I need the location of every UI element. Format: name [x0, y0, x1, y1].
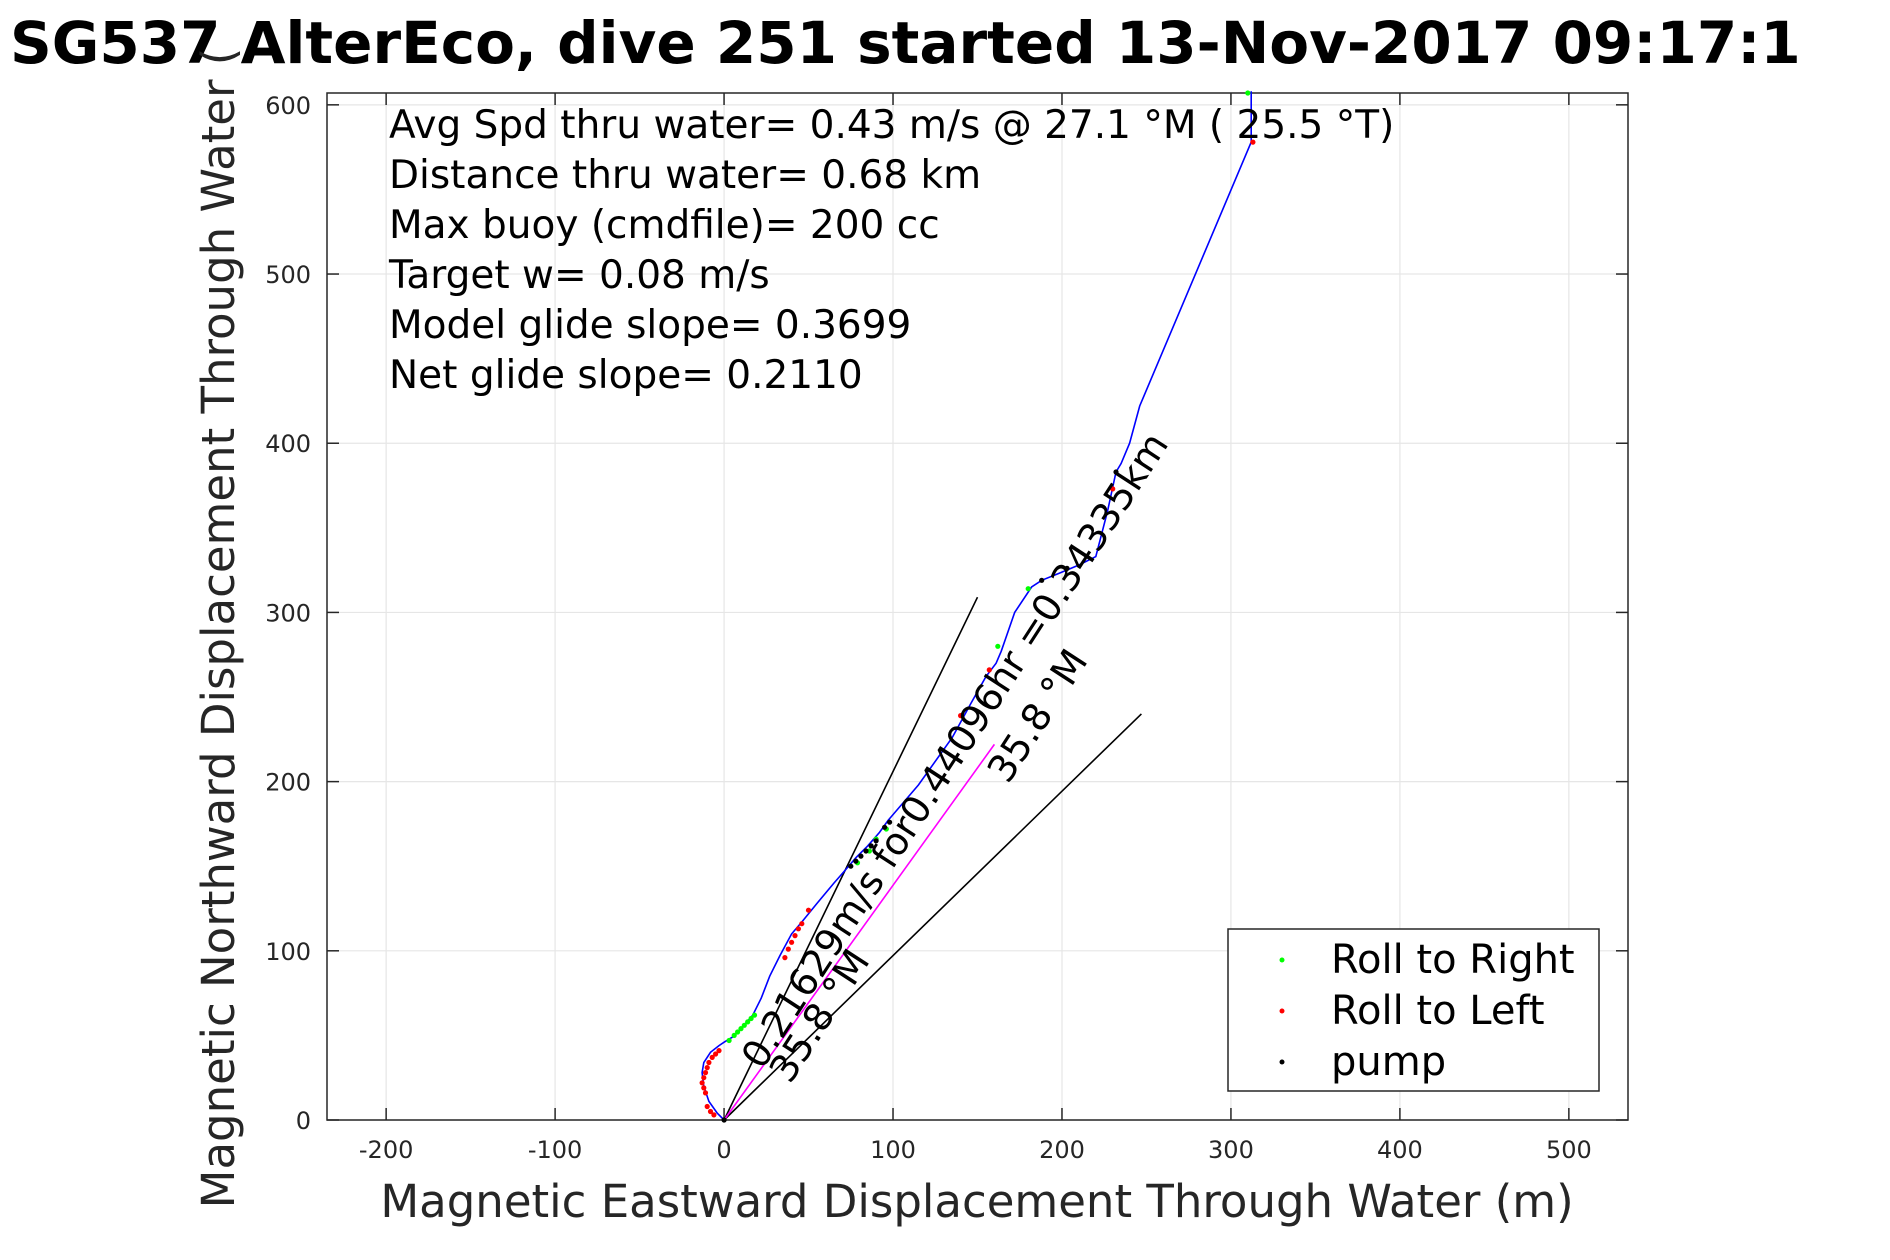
- legend-label-roll-left: Roll to Left: [1331, 988, 1545, 1034]
- cone-line-2: [723, 713, 1142, 1121]
- pump-point: [1064, 565, 1070, 572]
- roll-left-point: [711, 1112, 717, 1118]
- legend: Roll to Right Roll to Left pump: [1227, 928, 1600, 1092]
- roll-right-point: [731, 1032, 737, 1038]
- pump-point: [853, 858, 859, 864]
- legend-marker-roll-right: [1279, 957, 1285, 963]
- roll-left-point: [702, 1090, 709, 1096]
- roll-right-point: [751, 1012, 758, 1018]
- x-tick-label: 300: [1208, 1136, 1254, 1164]
- roll-right-point: [738, 1026, 744, 1032]
- roll-left-point: [792, 933, 798, 939]
- y-tick-label: 0: [296, 1107, 311, 1135]
- roll-left-point: [1110, 486, 1116, 492]
- x-tick-label: 200: [1039, 1136, 1085, 1164]
- y-tick-label: 400: [265, 430, 311, 458]
- roll-left-point: [1250, 139, 1256, 145]
- pump-point: [858, 853, 864, 859]
- x-tick-label: -100: [528, 1136, 582, 1164]
- cone-line-1: [723, 596, 979, 1121]
- axes-frame: [326, 92, 1629, 1121]
- stat-avg-speed: Avg Spd thru water= 0.43 m/s @ 27.1 °M (…: [389, 103, 1394, 148]
- y-tick-label: 600: [265, 92, 311, 120]
- roll-left-point: [701, 1075, 707, 1081]
- y-tick-label: 300: [265, 599, 311, 627]
- legend-label-roll-right: Roll to Right: [1331, 937, 1575, 983]
- roll-left-point: [795, 926, 802, 932]
- axis-ticks: -200 -100 0 100 200 300 400 500 0 100 200 300 400 500…: [265, 92, 1628, 1164]
- pump-point: [868, 843, 874, 849]
- roll-right-point: [748, 1015, 754, 1022]
- track-line: [701, 91, 1252, 1121]
- pump-point: [1113, 469, 1119, 475]
- roll-left-point: [805, 907, 812, 913]
- x-tick-label: -200: [359, 1136, 413, 1164]
- roll-left-point: [701, 1085, 707, 1091]
- legend-marker-roll-left: [1279, 1008, 1285, 1014]
- grid-lines: [327, 93, 1628, 1121]
- roll-left-point: [702, 1070, 709, 1076]
- roll-right-point: [1025, 586, 1031, 592]
- stat-net-glide-slope: Net glide slope= 0.2110: [389, 353, 863, 398]
- legend-box: [1227, 928, 1600, 1092]
- stat-target-w: Target w= 0.08 m/s: [388, 253, 770, 298]
- roll-right-point: [995, 643, 1001, 649]
- fit-line: [723, 743, 996, 1121]
- roll-right-point: [741, 1022, 747, 1028]
- roll-left-point: [713, 1051, 719, 1057]
- pump-point: [863, 848, 869, 854]
- data-layer: [699, 90, 1256, 1123]
- roll-right-point: [735, 1029, 741, 1035]
- roll-left-point: [958, 713, 964, 719]
- pump-point: [887, 819, 893, 825]
- annotation-diagonal: 0.21629m/s for0.44096hr =0.34335km: [733, 425, 1177, 1076]
- pump-point: [848, 863, 854, 869]
- x-tick-label: 100: [870, 1136, 916, 1164]
- roll-right-point: [1245, 90, 1251, 96]
- roll-left-point: [716, 1048, 722, 1054]
- legend-label-pump: pump: [1331, 1039, 1446, 1085]
- roll-left-point: [986, 667, 992, 673]
- roll-left-point: [799, 921, 805, 927]
- pump-point: [721, 1117, 727, 1123]
- x-axis-label: Magnetic Eastward Displacement Through W…: [380, 1175, 1573, 1228]
- pump-point: [882, 824, 888, 830]
- roll-left-point: [785, 946, 791, 952]
- roll-left-point: [707, 1108, 714, 1115]
- legend-marker-pump: [1279, 1059, 1285, 1065]
- x-tick-label: 500: [1546, 1136, 1592, 1164]
- x-tick-label: 0: [716, 1136, 731, 1164]
- y-tick-label: 500: [265, 261, 311, 289]
- roll-left-point: [782, 955, 788, 961]
- y-axis-label: Magnetic Northward Displacement Through …: [192, 48, 245, 1209]
- roll-left-point: [709, 1054, 715, 1060]
- roll-left-point: [789, 939, 795, 945]
- pump-point: [1039, 577, 1045, 583]
- stat-max-buoy: Max buoy (cmdfile)= 200 cc: [389, 203, 940, 248]
- roll-left-point: [704, 1103, 710, 1110]
- roll-left-point: [706, 1059, 712, 1066]
- stat-model-glide-slope: Model glide slope= 0.3699: [389, 303, 911, 348]
- roll-left-point: [699, 1080, 705, 1086]
- stat-distance: Distance thru water= 0.68 km: [389, 153, 981, 198]
- x-tick-label: 400: [1377, 1136, 1423, 1164]
- roll-right-point: [745, 1019, 751, 1025]
- roll-left-point: [704, 1065, 710, 1071]
- roll-right-point: [726, 1037, 732, 1044]
- chart-title: SG537 AlterEco, dive 251 started 13-Nov-…: [10, 9, 1801, 77]
- y-tick-label: 100: [265, 938, 311, 966]
- stats-block: Avg Spd thru water= 0.43 m/s @ 27.1 °M (…: [388, 103, 1394, 398]
- pump-point: [873, 838, 879, 844]
- y-tick-label: 200: [265, 769, 311, 797]
